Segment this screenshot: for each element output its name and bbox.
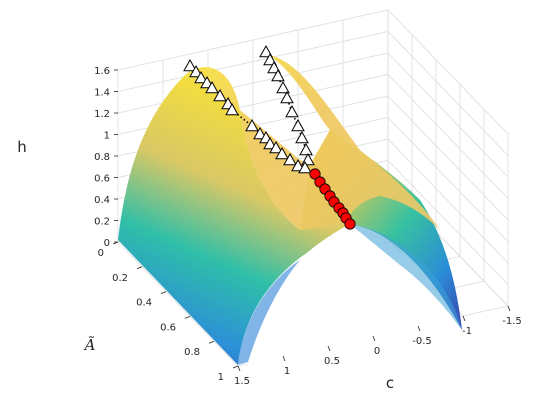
- triangle-marker: [267, 60, 281, 74]
- triangle-marker: [259, 44, 273, 58]
- x-tick-label: 0.2: [112, 273, 128, 284]
- triangle-marker: [295, 130, 309, 144]
- surface-left-slope: [118, 75, 350, 365]
- y-tick-label: 1.5: [234, 376, 250, 387]
- grid-line-side-h: [387, 52, 509, 178]
- z-tick-label: 0.8: [94, 152, 110, 163]
- y-tick-mark: [417, 325, 421, 332]
- grid-line-side-h: [387, 117, 509, 242]
- x-tick-label: 0.8: [184, 347, 200, 358]
- grid-line-side-h: [387, 160, 509, 285]
- triangle-marker: [271, 68, 285, 82]
- circle-marker: [344, 218, 356, 230]
- triangle-marker: [213, 88, 227, 102]
- triangle-marker: [275, 146, 289, 160]
- z-tick-label: 1.2: [94, 109, 110, 120]
- x-tick-mark: [232, 365, 239, 369]
- triangle-marker: [298, 160, 312, 174]
- y-tick-label: -1.5: [502, 316, 522, 327]
- x-axis-label: Ã: [83, 336, 96, 354]
- z-tick-label: 1: [104, 131, 110, 142]
- grid-line-side-h: [387, 9, 509, 135]
- x-tick-mark: [112, 241, 119, 245]
- x-tick-label: 0.6: [160, 322, 176, 333]
- triangle-marker: [253, 126, 267, 140]
- surface-top: [185, 55, 440, 230]
- y-tick-label: 1: [284, 366, 290, 377]
- triangle-marker: [225, 102, 239, 116]
- axes-layer: 0 0.2 0.4 0.6 0.8 1 1.2 1.4 1.6 h 0 0.2 0.4 0.6 0.8 1 Ã 1…: [17, 66, 522, 392]
- x-tick-mark: [208, 340, 215, 344]
- triangle-marker: [263, 136, 277, 150]
- grid-line-side-h: [387, 74, 509, 199]
- grid-line-floor: [117, 241, 239, 367]
- z-axis-label: h: [17, 138, 27, 156]
- y-tick-mark: [237, 365, 241, 372]
- y-axis-label: c: [386, 374, 394, 392]
- y-tick-label: 0.5: [324, 356, 340, 367]
- x-tick-label: 1: [218, 372, 224, 383]
- grid-line-side-h: [387, 138, 509, 264]
- triangle-marker: [263, 52, 277, 66]
- z-tick-label: 0.4: [94, 195, 110, 206]
- x-tick-label: 0.4: [136, 298, 152, 309]
- triangle-marker: [189, 64, 203, 78]
- triangle-marker: [291, 118, 305, 132]
- surface-left-inner: [238, 260, 300, 365]
- triangle-marker: [194, 70, 208, 84]
- z-tick-label: 0.6: [94, 174, 110, 185]
- y-tick-label: 0: [374, 346, 380, 357]
- triangle-marker: [283, 152, 297, 166]
- z-tick-label: 1.4: [94, 88, 110, 99]
- y-tick-label: -0.5: [412, 336, 432, 347]
- x-tick-mark: [184, 316, 191, 319]
- z-tick-label: 0.2: [94, 217, 110, 228]
- z-tick-label: 0: [104, 238, 110, 249]
- triangle-marker: [299, 142, 313, 156]
- triangle-marker: [280, 90, 294, 104]
- triangle-marker: [269, 140, 283, 154]
- grid-line-side-h: [387, 31, 509, 156]
- y-tick-mark: [327, 345, 331, 352]
- y-tick-mark: [507, 305, 511, 312]
- grid-line-side-h: [387, 95, 509, 221]
- circle-marker: [309, 168, 321, 180]
- marker-layer: [183, 44, 356, 230]
- x-tick-mark: [160, 291, 167, 294]
- triangle-marker: [276, 80, 290, 94]
- y-tick-label: -1: [462, 326, 472, 337]
- triangle-marker: [285, 104, 299, 118]
- y-tick-mark: [282, 355, 286, 362]
- surface: [118, 55, 462, 365]
- triangle-marker: [291, 158, 305, 172]
- triangle-marker: [183, 58, 197, 72]
- y-tick-mark: [462, 315, 466, 322]
- triangle-marker: [205, 80, 219, 94]
- x-tick-mark: [136, 266, 143, 270]
- x-tick-label: 0: [98, 248, 104, 259]
- y-tick-mark: [372, 335, 376, 342]
- z-tick-label: 1.6: [94, 66, 110, 77]
- triangle-marker: [245, 118, 259, 132]
